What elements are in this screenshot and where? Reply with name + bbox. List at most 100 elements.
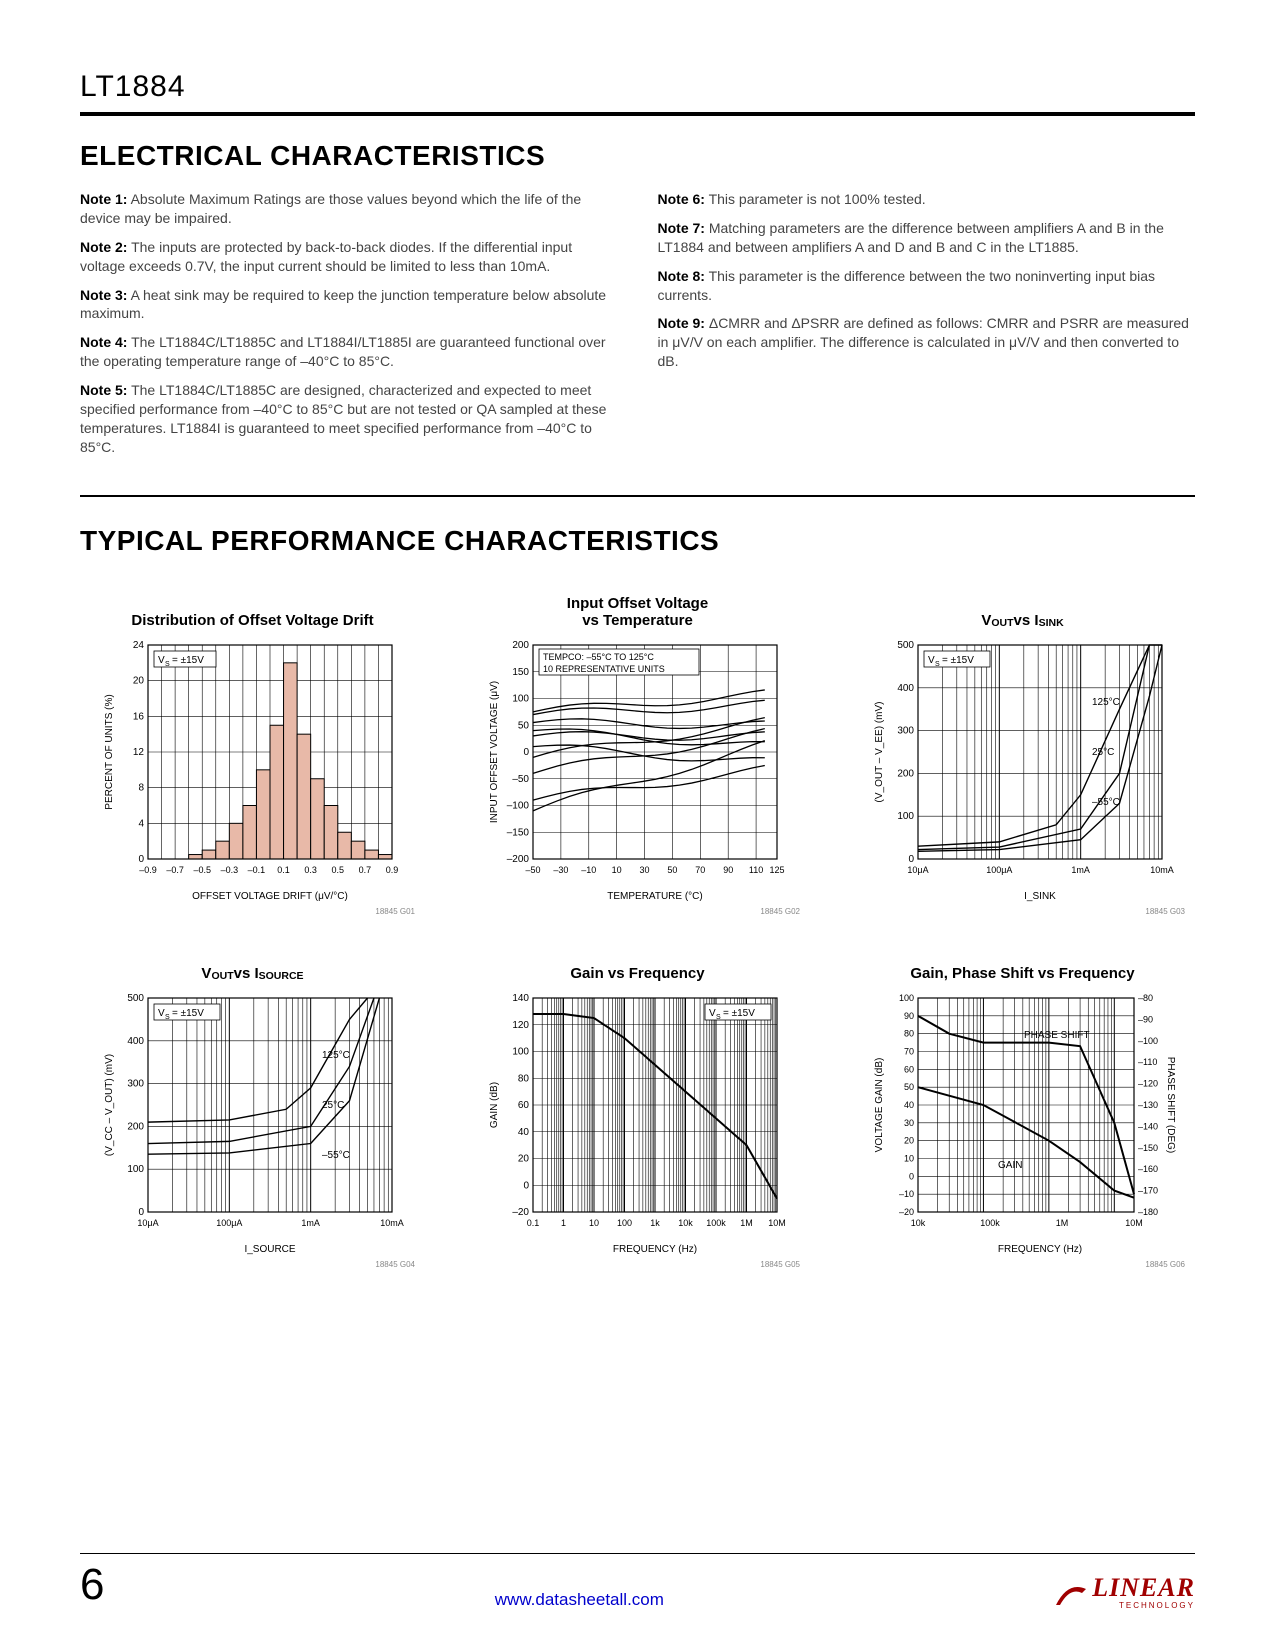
- svg-text:10M: 10M: [1125, 1218, 1143, 1228]
- svg-text:100k: 100k: [980, 1218, 1000, 1228]
- note: Note 7: Matching parameters are the diff…: [658, 219, 1196, 257]
- linear-logo: LINEAR TECHNOLOGY: [1054, 1578, 1195, 1610]
- note: Note 1: Absolute Maximum Ratings are tho…: [80, 190, 618, 228]
- chart-title: VOUT vs ISINK: [981, 593, 1063, 629]
- svg-text:(V_OUT – V_EE) (mV): (V_OUT – V_EE) (mV): [874, 701, 885, 802]
- svg-text:100: 100: [616, 1218, 631, 1228]
- chart-title: VOUT vs ISOURCE: [201, 946, 303, 982]
- chart-plot: –200–150–100–50050100150200–50–30–101030…: [483, 635, 793, 905]
- datasheet-link[interactable]: www.datasheetall.com: [495, 1590, 664, 1610]
- svg-text:16: 16: [132, 711, 144, 722]
- svg-text:20: 20: [132, 675, 144, 686]
- svg-text:= ±15V: = ±15V: [723, 1008, 755, 1019]
- svg-text:V: V: [709, 1008, 716, 1019]
- page-number: 6: [80, 1560, 104, 1610]
- svg-text:200: 200: [897, 768, 914, 779]
- svg-text:= ±15V: = ±15V: [172, 655, 204, 666]
- chart-title: Gain vs Frequency: [570, 946, 704, 982]
- chart-title: Distribution of Offset Voltage Drift: [131, 593, 373, 629]
- svg-text:100μA: 100μA: [216, 1218, 242, 1228]
- svg-text:–180: –180: [1138, 1207, 1158, 1217]
- svg-text:90: 90: [723, 865, 733, 875]
- svg-text:500: 500: [127, 993, 144, 1004]
- svg-text:–140: –140: [1138, 1121, 1158, 1131]
- svg-text:–0.9: –0.9: [139, 865, 157, 875]
- svg-text:FREQUENCY (Hz): FREQUENCY (Hz): [997, 1244, 1081, 1255]
- svg-text:0: 0: [523, 1180, 529, 1191]
- svg-text:0: 0: [138, 1207, 144, 1218]
- svg-text:0.1: 0.1: [526, 1218, 539, 1228]
- svg-text:40: 40: [517, 1126, 529, 1137]
- svg-text:–10: –10: [581, 865, 596, 875]
- svg-text:125°C: 125°C: [1092, 697, 1120, 708]
- svg-text:10: 10: [588, 1218, 598, 1228]
- svg-text:60: 60: [517, 1100, 529, 1111]
- svg-text:1mA: 1mA: [301, 1218, 320, 1228]
- svg-text:1mA: 1mA: [1071, 865, 1090, 875]
- svg-text:0.9: 0.9: [385, 865, 398, 875]
- svg-text:–10: –10: [898, 1189, 913, 1199]
- svg-text:100μA: 100μA: [986, 865, 1012, 875]
- svg-text:100: 100: [897, 811, 914, 822]
- chart-id: 18845 G03: [850, 907, 1195, 916]
- svg-text:VOLTAGE GAIN (dB): VOLTAGE GAIN (dB): [874, 1057, 885, 1152]
- svg-text:–0.5: –0.5: [193, 865, 211, 875]
- svg-text:1M: 1M: [740, 1218, 753, 1228]
- svg-text:10k: 10k: [678, 1218, 693, 1228]
- svg-text:0.7: 0.7: [358, 865, 371, 875]
- notes-left-column: Note 1: Absolute Maximum Ratings are tho…: [80, 190, 618, 467]
- note: Note 8: This parameter is the difference…: [658, 267, 1196, 305]
- svg-text:–0.7: –0.7: [166, 865, 184, 875]
- svg-text:–50: –50: [525, 865, 540, 875]
- svg-text:–130: –130: [1138, 1100, 1158, 1110]
- svg-text:8: 8: [138, 782, 144, 793]
- svg-text:V: V: [928, 655, 935, 666]
- svg-text:0.1: 0.1: [277, 865, 290, 875]
- svg-text:100: 100: [512, 1046, 529, 1057]
- chart-title: Gain, Phase Shift vs Frequency: [910, 946, 1134, 982]
- svg-text:110: 110: [748, 865, 762, 875]
- svg-text:PERCENT OF UNITS (%): PERCENT OF UNITS (%): [104, 694, 115, 809]
- section-electrical-heading: ELECTRICAL CHARACTERISTICS: [80, 140, 1195, 172]
- svg-text:400: 400: [897, 682, 914, 693]
- svg-text:–100: –100: [506, 800, 529, 811]
- svg-text:10mA: 10mA: [380, 1218, 404, 1228]
- page-footer: 6 www.datasheetall.com LINEAR TECHNOLOGY: [80, 1553, 1195, 1610]
- svg-text:–90: –90: [1138, 1014, 1153, 1024]
- svg-text:80: 80: [517, 1073, 529, 1084]
- svg-text:–150: –150: [506, 827, 529, 838]
- svg-text:–80: –80: [1138, 993, 1153, 1003]
- svg-text:25°C: 25°C: [322, 1100, 344, 1111]
- svg-text:OFFSET VOLTAGE DRIFT (μV/°C): OFFSET VOLTAGE DRIFT (μV/°C): [192, 891, 348, 902]
- section-typical-heading: TYPICAL PERFORMANCE CHARACTERISTICS: [80, 525, 1195, 557]
- svg-text:10: 10: [903, 1153, 913, 1163]
- chart-18845-G06: Gain, Phase Shift vs Frequency–20–100102…: [850, 946, 1195, 1269]
- note: Note 2: The inputs are protected by back…: [80, 238, 618, 276]
- svg-text:TEMPCO: –55°C TO 125°C: TEMPCO: –55°C TO 125°C: [543, 652, 654, 662]
- svg-text:–55°C: –55°C: [322, 1150, 350, 1161]
- note: Note 4: The LT1884C/LT1885C and LT1884I/…: [80, 333, 618, 371]
- svg-text:–20: –20: [512, 1207, 529, 1218]
- svg-text:0: 0: [138, 854, 144, 865]
- svg-text:50: 50: [517, 720, 529, 731]
- chart-plot: 010020030040050010μA100μA1mA10mAVS= ±15V…: [868, 635, 1178, 905]
- svg-text:= ±15V: = ±15V: [172, 1008, 204, 1019]
- chart-plot: 04812162024–0.9–0.7–0.5–0.3–0.10.10.30.5…: [98, 635, 408, 905]
- svg-text:1: 1: [560, 1218, 565, 1228]
- svg-text:–0.3: –0.3: [220, 865, 238, 875]
- part-number: LT1884: [80, 70, 1195, 104]
- logo-swoosh-icon: [1054, 1579, 1088, 1609]
- svg-text:–0.1: –0.1: [247, 865, 265, 875]
- svg-text:40: 40: [903, 1100, 913, 1110]
- svg-text:300: 300: [897, 725, 914, 736]
- svg-text:S: S: [716, 1014, 721, 1021]
- svg-text:V: V: [158, 655, 165, 666]
- svg-text:V: V: [158, 1008, 165, 1019]
- svg-text:–55°C: –55°C: [1092, 797, 1120, 808]
- svg-text:120: 120: [512, 1019, 529, 1030]
- logo-subtext: TECHNOLOGY: [1092, 1601, 1195, 1610]
- svg-text:S: S: [165, 1014, 170, 1021]
- svg-text:PHASE SHIFT (DEG): PHASE SHIFT (DEG): [1165, 1056, 1176, 1153]
- chart-18845-G03: VOUT vs ISINK010020030040050010μA100μA1m…: [850, 593, 1195, 916]
- svg-text:INPUT OFFSET VOLTAGE (μV): INPUT OFFSET VOLTAGE (μV): [489, 681, 500, 823]
